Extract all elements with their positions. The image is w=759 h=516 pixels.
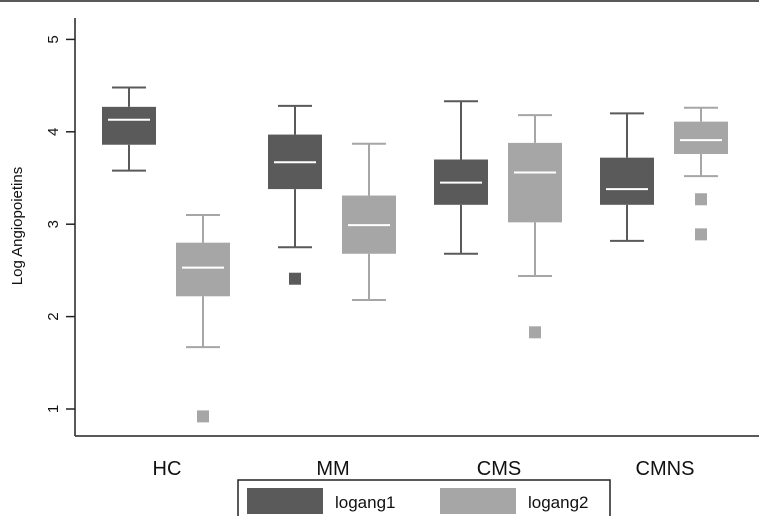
iqr-box: [508, 142, 562, 223]
outlier-point: [289, 272, 301, 285]
y-tick-label: 1: [45, 405, 62, 413]
box-logang1-CMNS: [600, 112, 654, 242]
legend-label-logang1: logang1: [335, 493, 396, 512]
y-axis-ticks: 1 2 3 4 5: [45, 35, 75, 413]
legend-swatch-logang2: [440, 488, 516, 514]
x-category-label: CMNS: [636, 458, 695, 480]
box-logang1-HC: [102, 86, 156, 172]
iqr-box: [600, 157, 654, 205]
y-tick-label: 5: [45, 35, 62, 43]
iqr-box: [674, 121, 728, 154]
box-logang2-MM: [342, 142, 396, 301]
x-axis-categories: HC MM CMS CMNS: [153, 458, 695, 480]
box-logang2-CMS: [508, 114, 562, 339]
legend-label-logang2: logang2: [528, 493, 589, 512]
legend-swatch-logang1: [247, 488, 323, 514]
outlier-point: [197, 410, 209, 423]
y-tick-label: 4: [45, 128, 62, 136]
iqr-box: [102, 106, 156, 145]
x-category-label: CMS: [477, 458, 521, 480]
outlier-point: [529, 326, 541, 339]
x-category-label: HC: [153, 458, 182, 480]
box-logang1-MM: [268, 104, 322, 285]
legend: logang1 logang2: [237, 479, 611, 516]
x-category-label: MM: [316, 458, 349, 480]
y-axis-title: Log Angiopoietins: [9, 167, 26, 285]
box-series: [102, 86, 728, 423]
y-tick-label: 2: [45, 312, 62, 320]
box-logang2-CMNS: [674, 106, 728, 241]
outlier-point: [695, 228, 707, 241]
box-logang2-HC: [176, 213, 230, 423]
box-logang1-CMS: [434, 100, 488, 255]
iqr-box: [176, 242, 230, 297]
outlier-point: [695, 193, 707, 206]
y-tick-label: 3: [45, 220, 62, 228]
